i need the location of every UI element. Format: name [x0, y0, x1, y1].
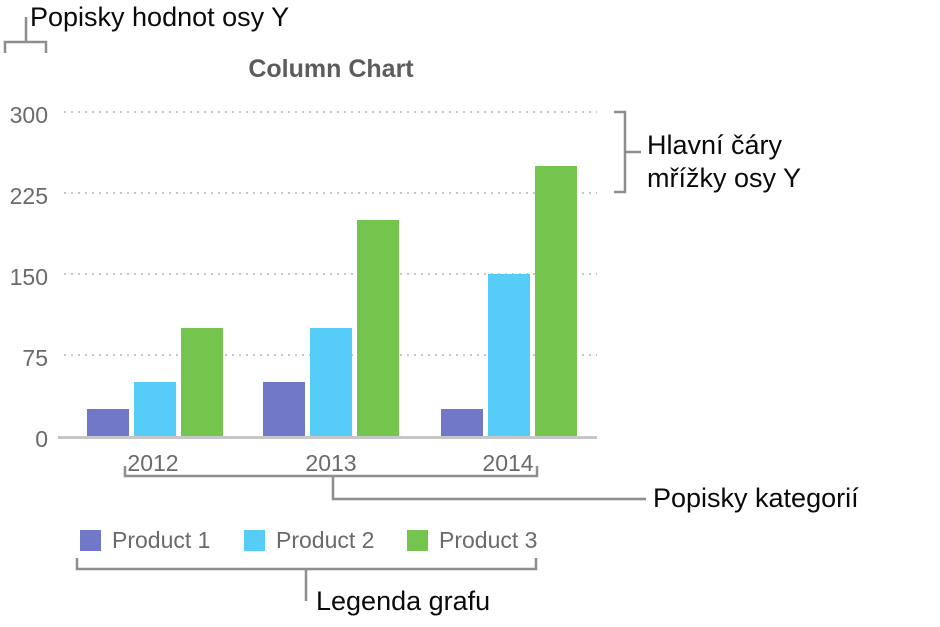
bar-product-3-2014 [535, 166, 577, 436]
legend-item-product-3: Product 3 [407, 527, 537, 554]
x-tick-2: 2014 [482, 450, 534, 476]
bar-product-2-2013 [310, 328, 352, 436]
y-tick-300: 300 [9, 102, 48, 128]
annotation-category-labels: Popisky kategorií [653, 483, 859, 513]
legend-item-product-1: Product 1 [80, 527, 210, 554]
gridline-300 [64, 111, 597, 113]
gridline-150 [64, 273, 597, 275]
legend-label-product-3: Product 3 [439, 527, 538, 553]
bar-product-1-2014 [441, 409, 483, 436]
y-tick-0: 0 [35, 426, 48, 452]
bar-product-1-2012 [87, 409, 129, 436]
chart-title: Column Chart [248, 55, 414, 83]
annotation-y-value-labels: Popisky hodnot osy Y [30, 2, 290, 32]
x-tick-1: 2013 [305, 450, 357, 476]
gridline-225 [64, 192, 597, 194]
bar-product-1-2013 [263, 382, 305, 436]
bar-product-2-2014 [488, 274, 530, 436]
legend-swatch-product-1 [80, 530, 101, 551]
y-tick-75: 75 [22, 345, 48, 371]
legend-item-product-2: Product 2 [244, 527, 374, 554]
bar-product-3-2012 [181, 328, 223, 436]
x-axis-line [58, 436, 597, 439]
annotation-chart-legend: Legenda grafu [316, 586, 491, 616]
x-tick-0: 2012 [127, 450, 179, 476]
legend-swatch-product-2 [244, 530, 265, 551]
annotation-y-gridlines: Hlavní čáry mřížky osy Y [647, 130, 802, 193]
legend-swatch-product-3 [407, 530, 428, 551]
bar-product-3-2013 [357, 220, 399, 436]
bar-product-2-2012 [134, 382, 176, 436]
y-tick-225: 225 [9, 183, 48, 209]
legend-label-product-2: Product 2 [276, 527, 375, 553]
legend-label-product-1: Product 1 [112, 527, 211, 553]
y-tick-150: 150 [9, 264, 48, 290]
